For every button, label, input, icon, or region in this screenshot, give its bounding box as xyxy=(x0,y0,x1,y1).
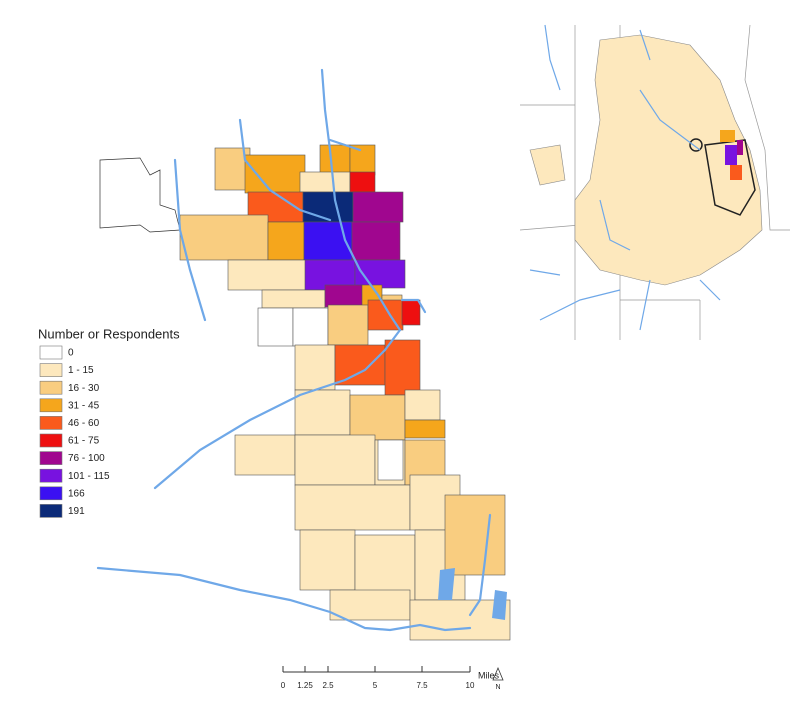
scale-tick-label: 1.25 xyxy=(297,681,313,690)
scale-tick-label: 5 xyxy=(373,681,378,690)
legend-swatch xyxy=(39,433,63,448)
community-area xyxy=(257,307,294,347)
legend-label: 1 - 15 xyxy=(68,365,94,376)
community-area xyxy=(349,144,376,176)
community-area xyxy=(324,284,364,308)
scale-tick-label: 2.5 xyxy=(322,681,334,690)
community-area xyxy=(319,144,351,176)
north-label: N xyxy=(495,684,500,691)
legend-label: 166 xyxy=(68,488,85,499)
legend-swatch xyxy=(39,363,63,377)
community-area xyxy=(303,221,353,261)
community-area xyxy=(302,191,354,223)
legend-swatch xyxy=(39,345,63,360)
scale-unit: Miles xyxy=(478,670,500,680)
community-area xyxy=(179,214,269,261)
community-area xyxy=(244,154,306,194)
scale-bar: Miles N 0 1.25 2.5 5 7.5 10 xyxy=(281,666,504,691)
community-area xyxy=(334,344,386,386)
legend-label: 191 xyxy=(68,506,85,517)
legend-swatch xyxy=(39,451,63,465)
community-area xyxy=(261,289,326,309)
legend-label: 0 xyxy=(68,348,74,359)
inset-map xyxy=(519,24,790,340)
legend-swatch xyxy=(39,398,63,413)
community-area xyxy=(299,171,351,193)
community-area xyxy=(352,191,404,223)
scale-tick-label: 10 xyxy=(466,681,475,690)
community-areas xyxy=(179,144,511,641)
legend-label: 61 - 75 xyxy=(68,436,100,447)
legend-label: 46 - 60 xyxy=(68,418,100,429)
community-area xyxy=(351,221,401,261)
community-area xyxy=(327,304,369,346)
legend-label: 101 - 115 xyxy=(68,471,110,482)
community-area xyxy=(404,419,446,439)
north-arrow xyxy=(492,666,504,681)
legend-swatch xyxy=(39,380,63,395)
community-area xyxy=(292,307,329,347)
community-area xyxy=(404,389,441,421)
community-area xyxy=(384,339,421,396)
scale-tick-label: 7.5 xyxy=(416,681,428,690)
community-area xyxy=(267,221,305,261)
community-area xyxy=(294,434,376,486)
community-area xyxy=(349,171,376,193)
community-area xyxy=(227,259,309,291)
legend-swatch xyxy=(39,486,63,501)
community-area xyxy=(444,494,506,576)
waterways xyxy=(96,68,507,632)
community-area xyxy=(294,389,351,436)
community-area xyxy=(234,434,296,476)
lake-calumet xyxy=(438,568,455,600)
community-area xyxy=(329,589,411,621)
legend-swatch xyxy=(39,504,63,518)
legend-label: 31 - 45 xyxy=(68,400,100,411)
legend-label: 76 - 100 xyxy=(68,453,105,464)
legend-label: 16 - 30 xyxy=(68,383,100,394)
community-area xyxy=(401,299,421,326)
wolf-lake xyxy=(492,590,507,620)
legend-swatch xyxy=(39,468,63,483)
community-area xyxy=(294,484,411,531)
ohare-outline xyxy=(99,157,181,233)
community-area xyxy=(294,344,336,391)
legend-title: Number or Respondents xyxy=(38,326,180,341)
legend: 0 1 - 15 16 - 30 31 - 45 46 - 60 61 - 75 76 - … xyxy=(39,345,110,518)
community-area xyxy=(349,394,406,441)
community-area xyxy=(299,529,356,591)
scale-tick-label: 0 xyxy=(281,681,286,690)
legend-swatch xyxy=(39,416,63,430)
community-area xyxy=(377,439,404,481)
